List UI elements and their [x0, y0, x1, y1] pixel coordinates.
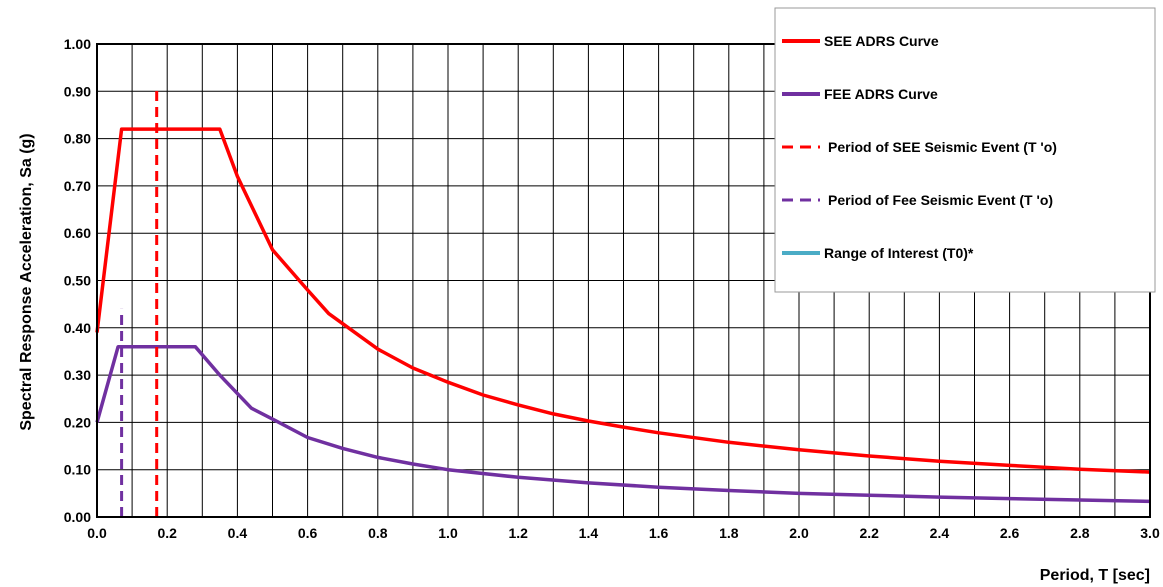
legend-label-3: Period of SEE Seismic Event (T 'o)	[828, 139, 1057, 155]
legend-label-2: FEE ADRS Curve	[824, 86, 938, 102]
y-tick-label: 0.80	[64, 131, 91, 147]
legend-label-4: Period of Fee Seismic Event (T 'o)	[828, 192, 1053, 208]
x-tick-label: 0.4	[228, 525, 248, 541]
x-tick-label: 3.0	[1140, 525, 1160, 541]
y-tick-label: 1.00	[64, 36, 91, 52]
x-tick-label: 0.0	[87, 525, 107, 541]
legend-label-1: SEE ADRS Curve	[824, 33, 939, 49]
x-tick-label: 1.8	[719, 525, 739, 541]
y-tick-label: 0.50	[64, 273, 91, 289]
x-tick-label: 2.2	[859, 525, 879, 541]
series-line-1	[95, 127, 1151, 474]
x-tick-label: 0.6	[298, 525, 318, 541]
x-tick-label: 1.4	[579, 525, 599, 541]
x-axis-title: Period, T [sec]	[1040, 567, 1150, 584]
x-tick-label: 2.0	[789, 525, 809, 541]
y-tick-label: 0.70	[64, 178, 91, 194]
legend-label-5: Range of Interest (T0)*	[824, 245, 974, 261]
y-tick-label: 0.40	[64, 320, 91, 336]
legend: SEE ADRS Curve FEE ADRS Curve Period of SE…	[774, 7, 1156, 293]
x-tick-label: 2.6	[1000, 525, 1020, 541]
x-tick-label: 0.8	[368, 525, 388, 541]
y-tick-label: 0.20	[64, 414, 91, 430]
y-tick-label: 0.00	[64, 509, 91, 525]
series-layer	[95, 86, 1151, 517]
x-tick-label: 2.8	[1070, 525, 1090, 541]
y-tick-label: 0.90	[64, 83, 91, 99]
x-tick-label: 2.4	[930, 525, 950, 541]
y-tick-label: 0.60	[64, 225, 91, 241]
x-axis-ticks: 0.0 0.2 0.4 0.6 0.8 1.0 1.2 1.4 1.6 1.8 2.0 2.2 2.4 2…	[87, 525, 1160, 541]
series-line-2	[95, 344, 1151, 504]
x-tick-label: 0.2	[157, 525, 177, 541]
y-tick-label: 0.10	[64, 462, 91, 478]
y-tick-label: 0.30	[64, 367, 91, 383]
x-tick-label: 1.2	[508, 525, 528, 541]
y-axis-ticks: 0.00 0.10 0.20 0.30 0.40 0.50 0.60 0.70 0.80 0.90…	[64, 36, 91, 525]
x-tick-label: 1.0	[438, 525, 458, 541]
y-axis-title: Spectral Response Acceleration, Sa (g)	[18, 133, 35, 430]
x-tick-label: 1.6	[649, 525, 669, 541]
